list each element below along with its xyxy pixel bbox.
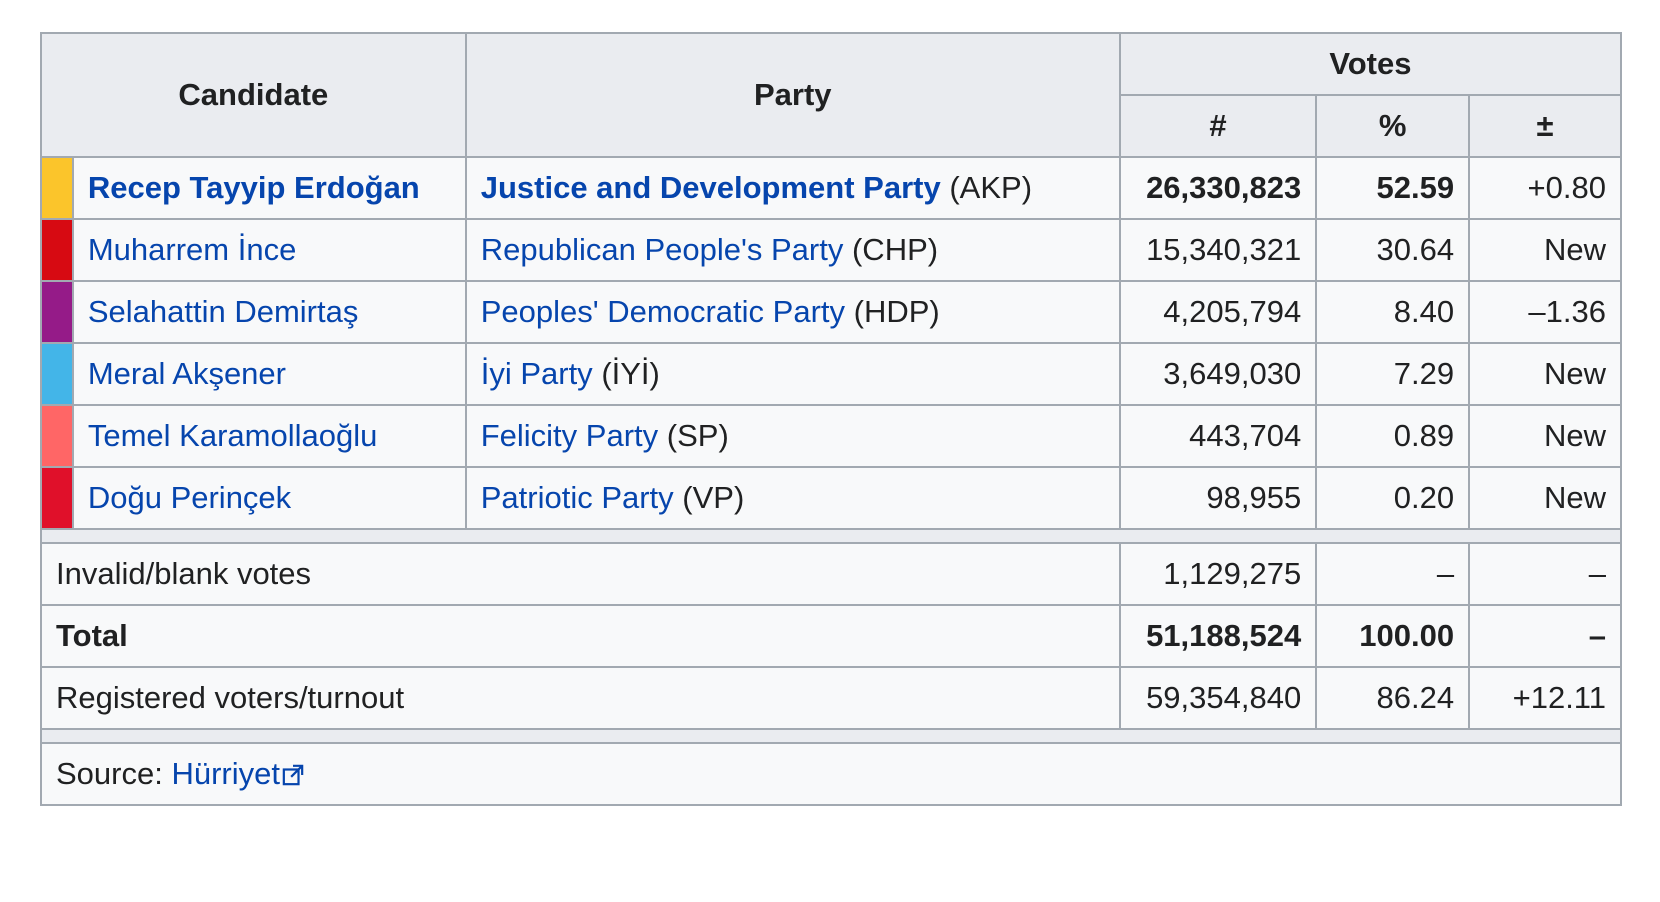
vote-count: 98,955 xyxy=(1118,466,1318,530)
vote-percent-header: % xyxy=(1315,94,1471,158)
vote-percent: 52.59 xyxy=(1315,156,1471,220)
section-divider xyxy=(40,728,1622,744)
party-link[interactable]: Republican People's Party xyxy=(480,232,844,267)
candidate-cell: Doğu Perinçek xyxy=(71,466,467,530)
party-cell: Patriotic Party (VP) xyxy=(464,466,1121,530)
party-abbreviation: (HDP) xyxy=(853,294,940,329)
candidate-cell: Recep Tayyip Erdoğan xyxy=(71,156,467,220)
results-table-wrapper: Candidate Party Votes # % ± Recep Tayyip… xyxy=(40,32,1623,806)
vote-count: 4,205,794 xyxy=(1118,280,1318,344)
total-label: Total xyxy=(40,604,1121,668)
invalid-votes-change: – xyxy=(1468,542,1622,606)
total-change: – xyxy=(1468,604,1622,668)
vote-count: 15,340,321 xyxy=(1118,218,1318,282)
party-link[interactable]: Peoples' Democratic Party xyxy=(480,294,845,329)
source-row: Source: Hürriyet xyxy=(40,742,1622,806)
source-link-text[interactable]: Hürriyet xyxy=(171,756,280,791)
turnout-percent: 86.24 xyxy=(1315,666,1471,730)
source-link[interactable]: Hürriyet xyxy=(171,756,304,791)
election-results-table: Candidate Party Votes # % ± Recep Tayyip… xyxy=(40,32,1623,806)
source-cell: Source: Hürriyet xyxy=(40,742,1622,806)
party-color-swatch xyxy=(40,466,74,530)
candidate-row: Selahattin Demirtaş Peoples' Democratic P… xyxy=(40,280,1622,344)
vote-percent: 0.20 xyxy=(1315,466,1471,530)
candidate-cell: Temel Karamollaoğlu xyxy=(71,404,467,468)
vote-change: New xyxy=(1468,342,1622,406)
vote-count: 3,649,030 xyxy=(1118,342,1318,406)
invalid-votes-label: Invalid/blank votes xyxy=(40,542,1121,606)
party-color-swatch xyxy=(40,280,74,344)
vote-change: New xyxy=(1468,218,1622,282)
turnout-change: +12.11 xyxy=(1468,666,1622,730)
invalid-votes-count: 1,129,275 xyxy=(1118,542,1318,606)
candidate-link[interactable]: Meral Akşener xyxy=(87,356,286,391)
vote-percent: 0.89 xyxy=(1315,404,1471,468)
vote-change: New xyxy=(1468,404,1622,468)
vote-change: New xyxy=(1468,466,1622,530)
votes-header: Votes xyxy=(1118,32,1623,96)
vote-count: 26,330,823 xyxy=(1118,156,1318,220)
total-row: Total 51,188,524 100.00 – xyxy=(40,604,1622,668)
total-percent: 100.00 xyxy=(1315,604,1471,668)
summary-rows: Invalid/blank votes 1,129,275 – – Total … xyxy=(40,528,1622,806)
registered-voters-row: Registered voters/turnout 59,354,840 86.… xyxy=(40,666,1622,730)
party-link[interactable]: İyi Party xyxy=(480,356,593,391)
party-cell: Peoples' Democratic Party (HDP) xyxy=(464,280,1121,344)
party-link[interactable]: Justice and Development Party xyxy=(480,170,941,205)
party-cell: Justice and Development Party (AKP) xyxy=(464,156,1121,220)
candidate-row: Meral Akşener İyi Party (İYİ) 3,649,030 7.2… xyxy=(40,342,1622,406)
vote-change: +0.80 xyxy=(1468,156,1622,220)
party-header: Party xyxy=(464,32,1121,158)
party-abbreviation: (İYİ) xyxy=(601,356,660,391)
candidate-cell: Muharrem İnce xyxy=(71,218,467,282)
vote-percent: 7.29 xyxy=(1315,342,1471,406)
section-divider xyxy=(40,528,1622,544)
party-color-swatch xyxy=(40,218,74,282)
candidate-rows: Recep Tayyip Erdoğan Justice and Developm… xyxy=(40,156,1622,530)
candidate-row: Doğu Perinçek Patriotic Party (VP) 98,955 0… xyxy=(40,466,1622,530)
candidate-row: Temel Karamollaoğlu Felicity Party (SP) 44… xyxy=(40,404,1622,468)
registered-voters-label: Registered voters/turnout xyxy=(40,666,1121,730)
vote-percent: 8.40 xyxy=(1315,280,1471,344)
vote-percent: 30.64 xyxy=(1315,218,1471,282)
party-color-swatch xyxy=(40,404,74,468)
registered-voters-count: 59,354,840 xyxy=(1118,666,1318,730)
party-cell: Felicity Party (SP) xyxy=(464,404,1121,468)
candidate-row: Recep Tayyip Erdoğan Justice and Developm… xyxy=(40,156,1622,220)
candidate-link[interactable]: Selahattin Demirtaş xyxy=(87,294,359,329)
invalid-votes-row: Invalid/blank votes 1,129,275 – – xyxy=(40,542,1622,606)
candidate-cell: Meral Akşener xyxy=(71,342,467,406)
total-count: 51,188,524 xyxy=(1118,604,1318,668)
candidate-link[interactable]: Temel Karamollaoğlu xyxy=(87,418,378,453)
candidate-link[interactable]: Doğu Perinçek xyxy=(87,480,292,515)
party-abbreviation: (VP) xyxy=(682,480,745,515)
external-link-icon xyxy=(282,764,304,786)
party-abbreviation: (CHP) xyxy=(851,232,939,267)
candidate-row: Muharrem İnce Republican People's Party (… xyxy=(40,218,1622,282)
vote-change: –1.36 xyxy=(1468,280,1622,344)
source-prefix: Source: xyxy=(56,756,172,791)
party-abbreviation: (SP) xyxy=(666,418,729,453)
party-link[interactable]: Patriotic Party xyxy=(480,480,674,515)
party-abbreviation: (AKP) xyxy=(949,170,1033,205)
candidate-cell: Selahattin Demirtaş xyxy=(71,280,467,344)
party-cell: Republican People's Party (CHP) xyxy=(464,218,1121,282)
party-color-swatch xyxy=(40,342,74,406)
candidate-link[interactable]: Muharrem İnce xyxy=(87,232,297,267)
vote-change-header: ± xyxy=(1468,94,1622,158)
invalid-votes-percent: – xyxy=(1315,542,1471,606)
party-cell: İyi Party (İYİ) xyxy=(464,342,1121,406)
vote-count: 443,704 xyxy=(1118,404,1318,468)
party-link[interactable]: Felicity Party xyxy=(480,418,659,453)
vote-count-header: # xyxy=(1118,94,1318,158)
party-color-swatch xyxy=(40,156,74,220)
candidate-header: Candidate xyxy=(40,32,467,158)
candidate-link[interactable]: Recep Tayyip Erdoğan xyxy=(87,170,420,205)
